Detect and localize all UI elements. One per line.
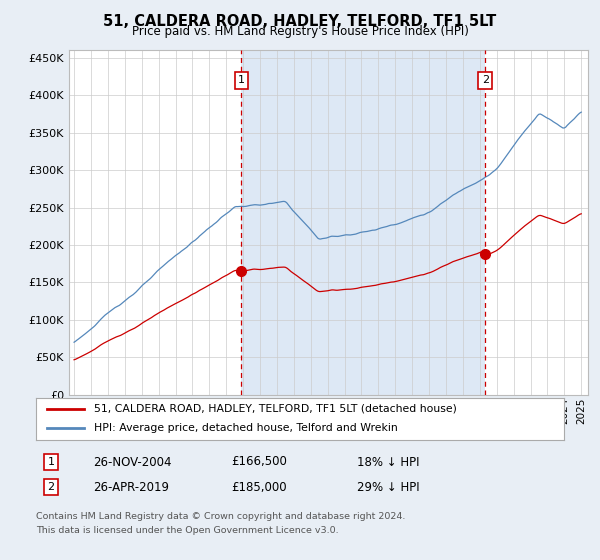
Text: 51, CALDERA ROAD, HADLEY, TELFORD, TF1 5LT (detached house): 51, CALDERA ROAD, HADLEY, TELFORD, TF1 5…	[94, 404, 457, 414]
Text: 29% ↓ HPI: 29% ↓ HPI	[357, 480, 419, 494]
Text: 18% ↓ HPI: 18% ↓ HPI	[357, 455, 419, 469]
Text: Price paid vs. HM Land Registry's House Price Index (HPI): Price paid vs. HM Land Registry's House …	[131, 25, 469, 38]
Text: 2: 2	[47, 482, 55, 492]
Text: HPI: Average price, detached house, Telford and Wrekin: HPI: Average price, detached house, Telf…	[94, 423, 398, 433]
Text: 1: 1	[47, 457, 55, 467]
Text: £166,500: £166,500	[231, 455, 287, 469]
Bar	[241, 50, 485, 395]
Text: 2: 2	[482, 76, 489, 85]
Text: 26-NOV-2004: 26-NOV-2004	[93, 455, 172, 469]
Text: Contains HM Land Registry data © Crown copyright and database right 2024.: Contains HM Land Registry data © Crown c…	[36, 512, 406, 521]
Text: £185,000: £185,000	[231, 480, 287, 494]
Text: This data is licensed under the Open Government Licence v3.0.: This data is licensed under the Open Gov…	[36, 526, 338, 535]
Text: 51, CALDERA ROAD, HADLEY, TELFORD, TF1 5LT: 51, CALDERA ROAD, HADLEY, TELFORD, TF1 5…	[103, 14, 497, 29]
Text: 26-APR-2019: 26-APR-2019	[93, 480, 169, 494]
Text: 1: 1	[238, 76, 245, 85]
